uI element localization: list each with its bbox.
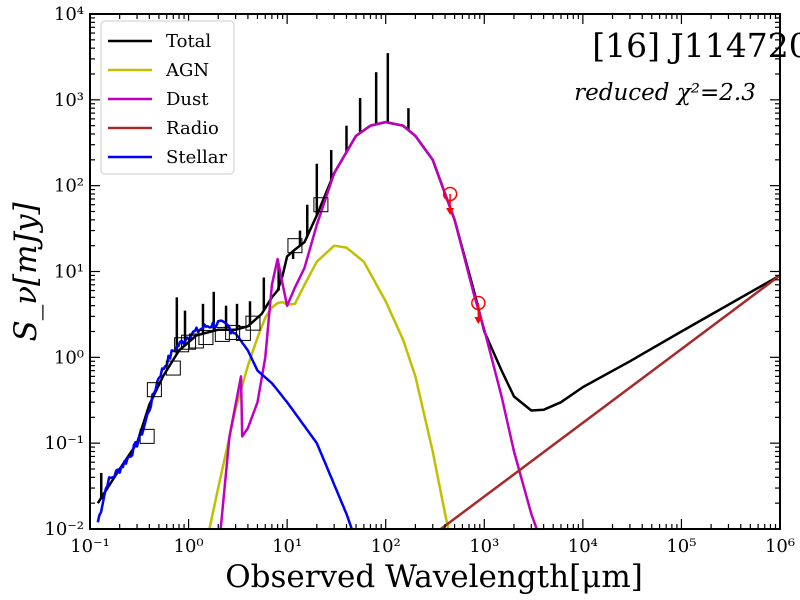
legend-label-stellar: Stellar	[166, 147, 227, 168]
photometry-point	[245, 315, 261, 331]
markers-layer	[139, 186, 486, 444]
x-tick-label: 10⁰	[174, 536, 204, 557]
y-tick-label: 10⁴	[54, 4, 84, 25]
y-tick-label: 10²	[54, 176, 84, 197]
series-agn	[208, 244, 450, 529]
photometry-point	[313, 197, 329, 213]
y-axis-label: S_ν[mJy]	[8, 202, 44, 342]
chi2-annotation: reduced χ²=2.3	[574, 80, 756, 106]
legend-label-agn: AGN	[165, 60, 209, 81]
photometry-point	[214, 326, 230, 342]
legend-label-dust: Dust	[166, 89, 209, 110]
series-layer	[96, 53, 780, 529]
x-tick-label: 10⁻¹	[70, 536, 110, 557]
photometry-point	[235, 325, 251, 341]
upper-limit-arrow	[474, 316, 483, 324]
series-radio	[438, 274, 780, 529]
y-tick-label: 10⁻²	[44, 519, 84, 540]
upper-limit-arrow	[446, 207, 455, 215]
legend: Total AGN Dust Radio Stellar	[100, 20, 235, 175]
legend-label-radio: Radio	[166, 118, 219, 139]
y-tick-label: 10⁻¹	[44, 433, 84, 454]
x-tick-label: 10³	[469, 536, 499, 557]
photometry-point	[287, 238, 303, 254]
ticks-layer: 10⁻¹ 10⁰ 10¹ 10² 10³ 10⁴ 10⁵ 10⁶10⁻²10⁻¹10⁰10¹1…	[44, 4, 795, 557]
photometry-point	[146, 382, 162, 398]
legend-box	[100, 20, 235, 175]
x-tick-label: 10²	[371, 536, 401, 557]
x-tick-label: 10¹	[272, 536, 302, 557]
x-tick-label: 10⁵	[666, 536, 696, 557]
x-tick-label: 10⁶	[765, 536, 795, 557]
legend-label-total: Total	[166, 31, 211, 52]
y-tick-label: 10⁰	[54, 347, 84, 368]
y-tick-label: 10¹	[54, 262, 84, 283]
photometry-point	[188, 333, 204, 349]
photometry-point	[139, 428, 155, 444]
x-tick-label: 10⁴	[568, 536, 598, 557]
chart-title: [16] J114720	[592, 26, 800, 65]
plot-frame	[89, 13, 781, 530]
photometry-point	[225, 324, 241, 340]
photometry-point	[165, 360, 181, 376]
photometry-point	[198, 330, 214, 346]
series-dust	[219, 120, 539, 529]
x-axis-label: Observed Wavelength[μm]	[225, 559, 643, 595]
y-tick-label: 10³	[54, 90, 84, 111]
series-stellar	[96, 319, 354, 529]
photometry-point	[181, 334, 197, 350]
